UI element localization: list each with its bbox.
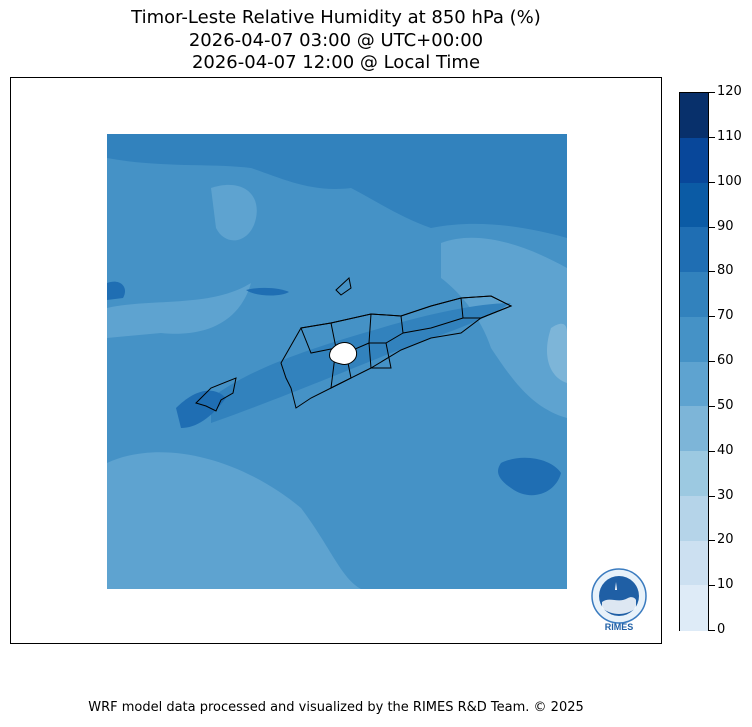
colorbar-tick: [709, 361, 715, 362]
colorbar-segment: [680, 316, 708, 362]
missing-data-patch: [328, 342, 358, 365]
humidity-band-90-100-edge: [107, 281, 126, 300]
title-line-2: 2026-04-07 03:00 @ UTC+00:00: [188, 30, 484, 51]
colorbar-tick-label: 50: [717, 397, 734, 413]
title-line-3: 2026-04-07 12:00 @ Local Time: [191, 52, 481, 73]
colorbar-tick: [709, 271, 715, 273]
colorbar-segment: [680, 182, 708, 228]
colorbar-tick-label: 10: [717, 577, 734, 593]
colorbar-tick-label: 0: [717, 622, 726, 637]
colorbar-tick-label: 100: [717, 173, 742, 189]
humidity-map: [107, 134, 567, 589]
humidity-band-80-90-ridge: [211, 303, 511, 423]
colorbar-tick: [709, 450, 715, 452]
footer-credit: WRF model data processed and visualized …: [88, 700, 584, 715]
title-line-1: Timor-Leste Relative Humidity at 850 hPa…: [131, 7, 541, 28]
humidity-band-90-100-north: [246, 287, 289, 296]
colorbar-tick: [709, 495, 715, 497]
colorbar-segment: [680, 406, 708, 452]
colorbar-tick: [709, 181, 715, 183]
colorbar-tick-label: 110: [717, 128, 742, 144]
humidity-band-60-70-east: [441, 237, 567, 418]
colorbar-tick: [709, 226, 715, 228]
humidity-band-90-100-east: [498, 457, 561, 496]
humidity-band-80-90-north: [107, 134, 567, 238]
colorbar-segment: [680, 227, 708, 273]
colorbar-segment: [680, 495, 708, 541]
colorbar-tick: [709, 92, 715, 93]
colorbar-segment: [680, 585, 708, 631]
logo-text: RIMES: [605, 622, 634, 632]
humidity-band-50-60: [546, 323, 567, 383]
humidity-patch-north: [211, 184, 257, 241]
colorbar-tick-label: 70: [717, 308, 734, 324]
colorbar-tick: [709, 136, 715, 138]
colorbar-tick: [709, 540, 715, 542]
humidity-band-60-70: [107, 452, 361, 589]
colorbar-tick-label: 120: [717, 84, 742, 99]
colorbar: [679, 92, 709, 631]
rimes-logo: RIMES: [591, 568, 647, 632]
atauro-boundary: [335, 277, 352, 296]
colorbar-tick-label: 60: [717, 353, 734, 368]
colorbar-segment: [680, 361, 708, 407]
colorbar-tick: [709, 585, 715, 587]
colorbar-tick-label: 30: [717, 487, 734, 503]
colorbar-tick-label: 40: [717, 442, 734, 458]
humidity-band-90-100-west: [176, 390, 226, 428]
colorbar-tick: [709, 405, 715, 407]
oecusse-boundary: [195, 377, 237, 412]
colorbar-tick-label: 80: [717, 263, 734, 279]
colorbar-segment: [680, 451, 708, 497]
colorbar-segment: [680, 137, 708, 183]
colorbar-segment: [680, 93, 708, 139]
colorbar-tick-label: 90: [717, 218, 734, 234]
colorbar-tick: [709, 630, 715, 631]
colorbar-segment: [680, 272, 708, 318]
colorbar-segment: [680, 540, 708, 586]
colorbar-tick: [709, 316, 715, 318]
map-frame: [10, 77, 662, 644]
humidity-band-60-70-west: [107, 283, 251, 338]
colorbar-tick-label: 20: [717, 532, 734, 548]
